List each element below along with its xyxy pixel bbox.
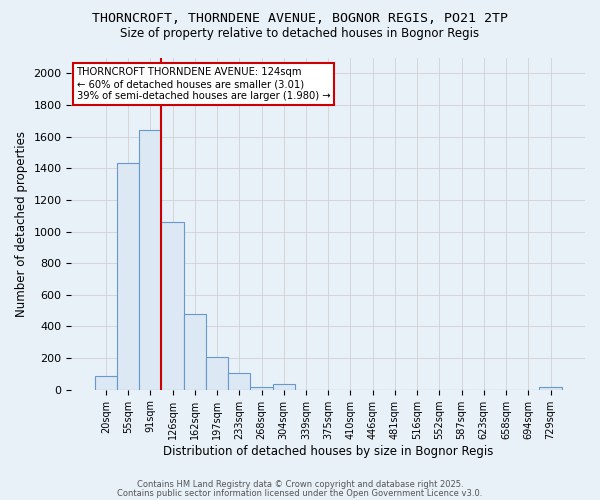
Bar: [95, 376, 117, 390]
Text: Contains public sector information licensed under the Open Government Licence v3: Contains public sector information licen…: [118, 488, 482, 498]
Bar: [250, 386, 272, 390]
Bar: [184, 314, 206, 390]
X-axis label: Distribution of detached houses by size in Bognor Regis: Distribution of detached houses by size …: [163, 444, 493, 458]
Text: Size of property relative to detached houses in Bognor Regis: Size of property relative to detached ho…: [121, 28, 479, 40]
Text: THORNCROFT THORNDENE AVENUE: 124sqm
← 60% of detached houses are smaller (3.01)
: THORNCROFT THORNDENE AVENUE: 124sqm ← 60…: [77, 68, 330, 100]
Bar: [161, 222, 184, 390]
Y-axis label: Number of detached properties: Number of detached properties: [15, 130, 28, 316]
Bar: [272, 384, 295, 390]
Text: Contains HM Land Registry data © Crown copyright and database right 2025.: Contains HM Land Registry data © Crown c…: [137, 480, 463, 489]
Text: THORNCROFT, THORNDENE AVENUE, BOGNOR REGIS, PO21 2TP: THORNCROFT, THORNDENE AVENUE, BOGNOR REG…: [92, 12, 508, 26]
Bar: [539, 386, 562, 390]
Bar: [206, 358, 228, 390]
Bar: [228, 373, 250, 390]
Bar: [139, 130, 161, 390]
Bar: [117, 164, 139, 390]
